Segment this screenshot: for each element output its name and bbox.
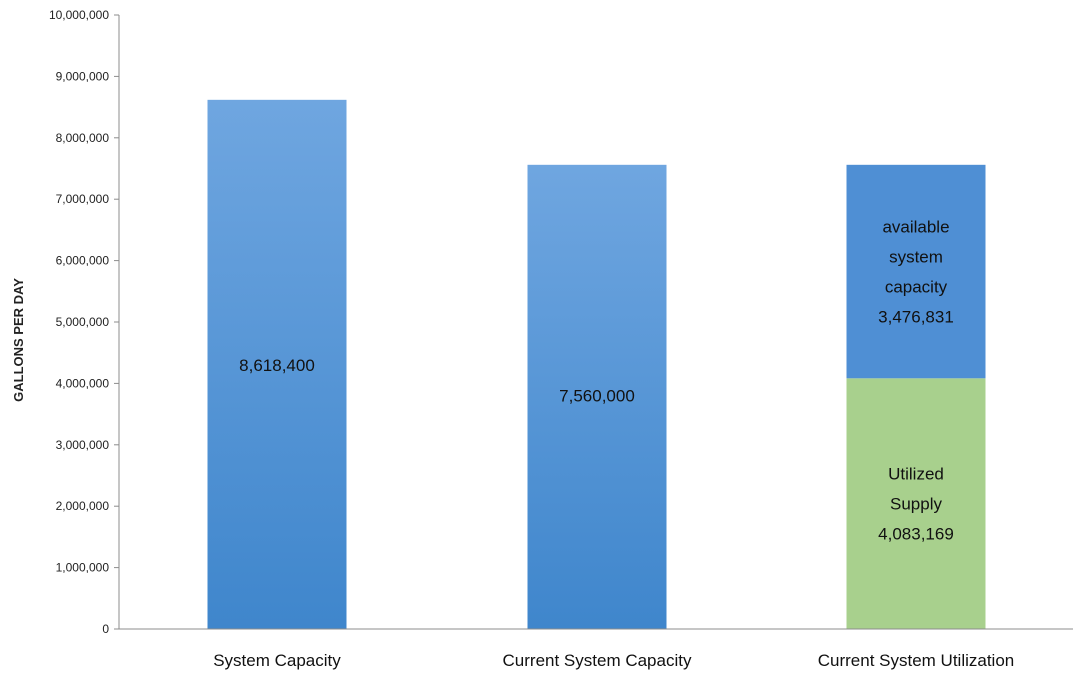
y-tick-label: 9,000,000: [56, 69, 110, 83]
bars-group: 8,618,400 7,560,000 Utilized Supply 4,083,16…: [207, 99, 986, 630]
bar-segment: [207, 99, 347, 629]
x-axis-labels: System Capacity Current System Capacity Cu…: [213, 651, 1014, 670]
bar-data-label: 3,476,831: [878, 308, 954, 327]
x-category-label: Current System Utilization: [818, 651, 1015, 670]
y-tick-label: 3,000,000: [56, 438, 110, 452]
x-category-label: Current System Capacity: [503, 651, 692, 670]
x-category-label: System Capacity: [213, 651, 341, 670]
axes-group: [118, 15, 1073, 630]
y-axis-title: GALLONS PER DAY: [11, 278, 26, 402]
y-tick-label: 0: [102, 622, 109, 636]
bar-segment: [846, 378, 986, 629]
bar-data-label: 4,083,169: [878, 525, 954, 544]
bar-data-label: 8,618,400: [239, 356, 315, 375]
y-tick-label: 10,000,000: [49, 8, 109, 22]
y-tick-label: 5,000,000: [56, 315, 110, 329]
bar-segment: [527, 164, 667, 630]
bar-data-label: system: [889, 248, 943, 267]
bar-segment: [846, 164, 986, 379]
y-tick-label: 1,000,000: [56, 561, 110, 575]
y-tick-label: 2,000,000: [56, 499, 110, 513]
y-axis-ticks: 0 1,000,000 2,000,000 3,000,000 4,000,000 5,0…: [49, 8, 119, 636]
bar-data-label: Utilized: [888, 465, 944, 484]
y-tick-label: 7,000,000: [56, 192, 110, 206]
y-tick-label: 6,000,000: [56, 254, 110, 268]
bar-data-label: Supply: [890, 495, 942, 514]
bar-data-label: 7,560,000: [559, 387, 635, 406]
bar-data-label: capacity: [885, 278, 948, 297]
y-tick-label: 4,000,000: [56, 376, 110, 390]
y-tick-label: 8,000,000: [56, 131, 110, 145]
bar-data-label: available: [882, 218, 949, 237]
